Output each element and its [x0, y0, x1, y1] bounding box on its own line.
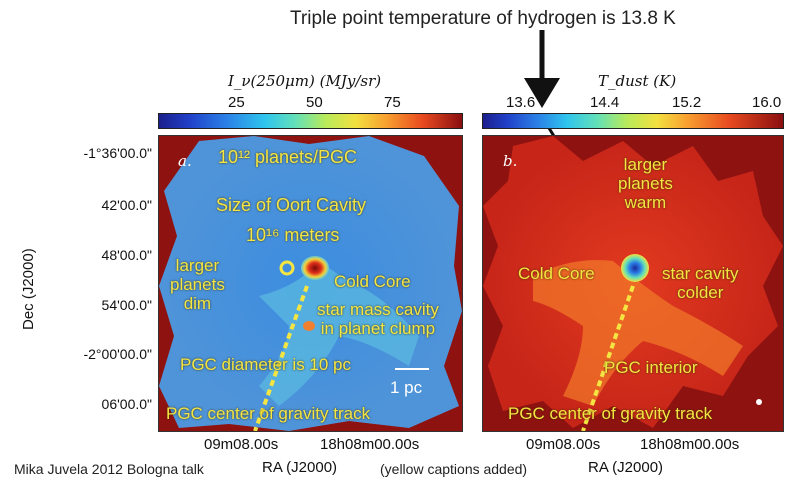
panel-a-intensity-map — [158, 135, 463, 432]
right-colorbar — [482, 113, 784, 129]
panel-b-image — [483, 136, 783, 431]
right-colorbar-tick: 15.2 — [672, 94, 702, 111]
panel-b-caption-star-cavity: star cavity colder — [662, 264, 739, 302]
left-colorbar — [158, 113, 463, 129]
ra-tick-left-b: 09m08.00s — [526, 436, 601, 453]
panel-b-cold-core — [621, 254, 649, 282]
left-colorbar-title: I_ν(250μm) (MJy/sr) — [228, 72, 382, 90]
panel-b-caption-interior: PGC interior — [604, 358, 698, 377]
arrow-head-colorbar — [524, 78, 560, 108]
panel-b-warm-band — [533, 260, 743, 406]
panel-a-track-line — [253, 285, 309, 431]
footer-credit: Mika Juvela 2012 Bologna talk — [14, 461, 204, 477]
panel-b-caption-track: PGC center of gravity track — [508, 404, 713, 423]
top-annotation: Triple point temperature of hydrogen is … — [290, 8, 676, 29]
left-colorbar-tick: 50 — [306, 94, 323, 111]
dec-tick: 42'00.0" — [101, 197, 152, 213]
panel-a-caption-planets: 10¹² planets/PGC — [218, 147, 358, 167]
panel-a-caption-cold-core: Cold Core — [334, 272, 411, 291]
dec-tick: 06'00.0" — [101, 396, 152, 412]
panel-b-letter: b. — [503, 152, 518, 170]
footer-note: (yellow captions added) — [380, 461, 528, 477]
panel-a-caption-meters: 10¹⁶ meters — [246, 225, 340, 245]
panel-a-caption-larger: larger planets dim — [170, 256, 225, 313]
ra-tick-right-a: 18h08m00.00s — [320, 436, 420, 453]
left-colorbar-tick: 75 — [384, 94, 401, 111]
panel-a-letter: a. — [178, 152, 192, 170]
panel-b-caption-cold-core: Cold Core — [518, 264, 595, 283]
panel-b-track-line — [581, 285, 635, 431]
panel-a-clump — [303, 321, 315, 331]
panel-a-filament — [259, 261, 419, 406]
panel-b-temperature-map — [482, 135, 784, 432]
panel-a-caption-track: PGC center of gravity track — [166, 404, 371, 423]
dec-tick: 54'00.0" — [101, 297, 152, 313]
panel-a-cold-core — [301, 256, 329, 280]
ra-tick-right-b: 18h08m00.00s — [640, 436, 740, 453]
dec-tick: -1°36'00.0" — [83, 145, 152, 161]
panel-a-caption-oort: Size of Oort Cavity — [216, 195, 367, 215]
panel-a-caption-diameter: PGC diameter is 10 pc — [180, 355, 352, 374]
right-colorbar-tick: 14.4 — [590, 94, 620, 111]
panel-b-white-dot — [756, 399, 762, 405]
right-colorbar-tick: 16.0 — [752, 94, 782, 111]
x-axis-label-right: RA (J2000) — [588, 459, 664, 476]
dec-tick: 48'00.0" — [101, 247, 152, 263]
panel-b-caption-larger: larger planets warm — [618, 155, 673, 212]
ra-tick-left-a: 09m08.00s — [204, 436, 279, 453]
right-colorbar-title: T_dust (K) — [598, 72, 677, 90]
panel-a-caption-scale: 1 pc — [390, 378, 423, 397]
panel-a-caption-star-mass: star mass cavity in planet clump — [317, 300, 439, 338]
panel-a-image — [159, 136, 462, 431]
right-colorbar-tick: 13.6 — [506, 94, 536, 111]
dec-tick: -2°00'00.0" — [83, 346, 152, 362]
x-axis-label-left: RA (J2000) — [262, 459, 338, 476]
left-colorbar-tick: 25 — [228, 94, 245, 111]
panel-a-ring-marker — [279, 260, 295, 276]
